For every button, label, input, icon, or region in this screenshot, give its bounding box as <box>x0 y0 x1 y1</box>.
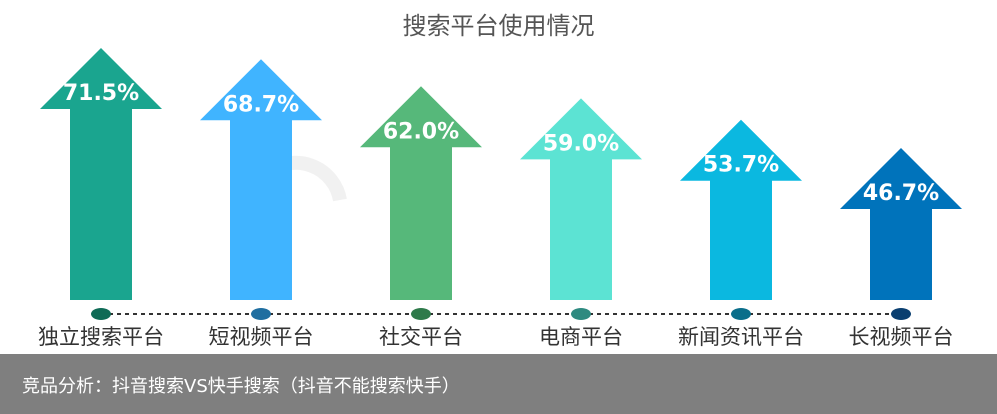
axis-dot <box>571 308 591 320</box>
category-label: 新闻资讯平台 <box>678 325 804 349</box>
category-label: 长视频平台 <box>849 325 954 349</box>
value-label: 71.5% <box>63 81 139 106</box>
axis-dot <box>411 308 431 320</box>
arrow-bar <box>360 86 482 300</box>
category-label: 社交平台 <box>379 325 463 349</box>
arrow-bar <box>520 98 642 300</box>
axis-dot <box>891 308 911 320</box>
axis-dot <box>731 308 751 320</box>
arrow-bar <box>200 59 322 301</box>
category-label: 独立搜索平台 <box>38 325 164 349</box>
arrow-bar <box>840 147 962 300</box>
value-label: 62.0% <box>383 119 459 144</box>
value-label: 59.0% <box>543 131 619 156</box>
category-label: 电商平台 <box>539 325 623 349</box>
arrow-bar <box>40 48 162 300</box>
axis-dot <box>91 308 111 320</box>
axis-dot <box>251 308 271 320</box>
value-label: 68.7% <box>223 92 299 117</box>
arrow-bar <box>680 119 802 300</box>
caption-text: 竞品分析：抖音搜索VS快手搜索（抖音不能搜索快手） <box>22 376 460 397</box>
chart-title: 搜索平台使用情况 <box>402 12 595 40</box>
category-label: 短视频平台 <box>209 325 314 349</box>
value-label: 53.7% <box>703 153 779 178</box>
value-label: 46.7% <box>863 181 939 206</box>
